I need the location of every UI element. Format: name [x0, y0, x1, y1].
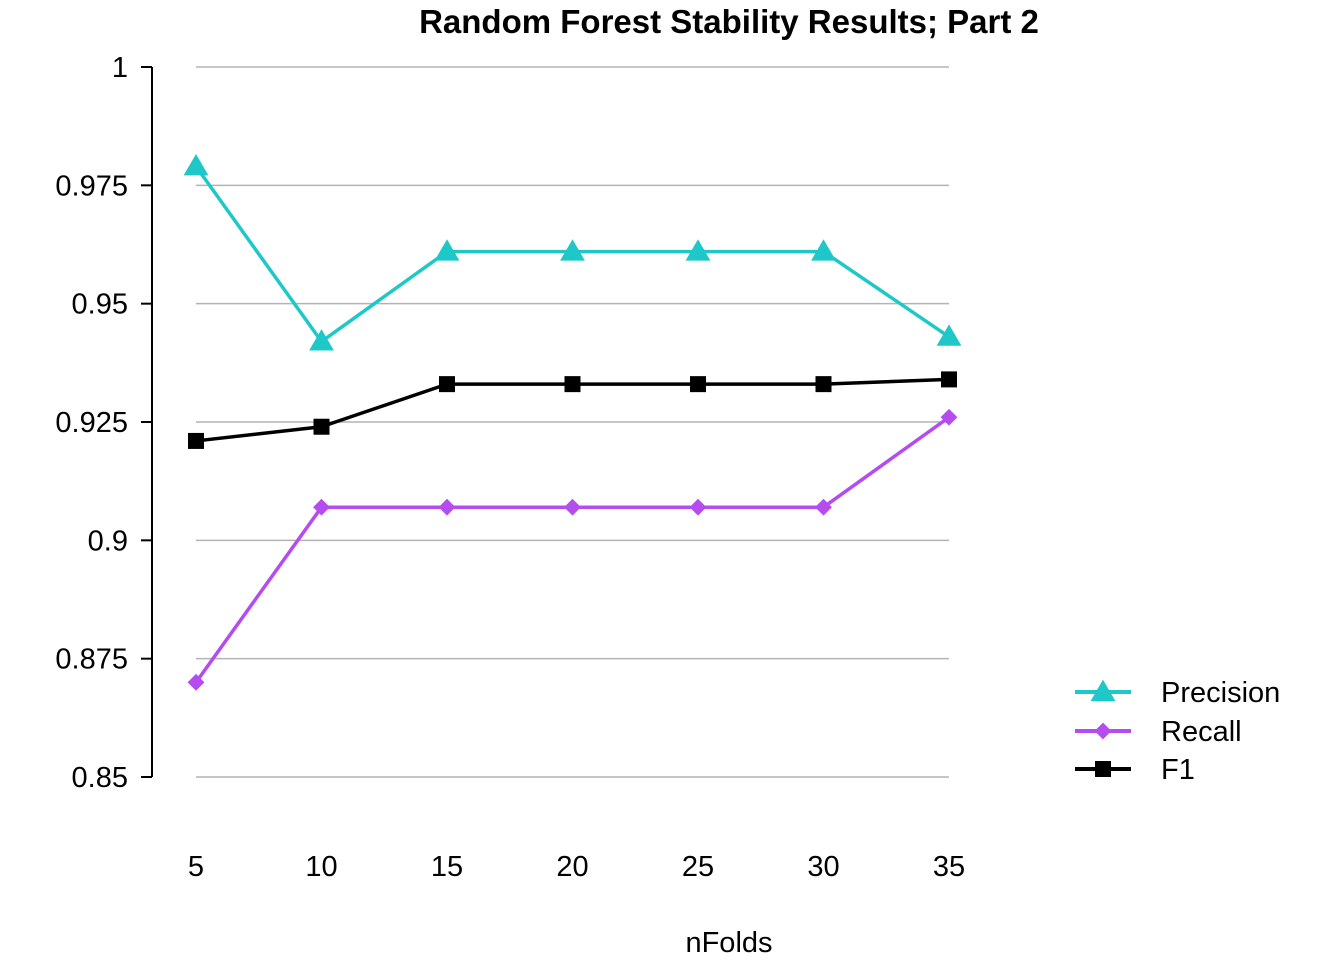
legend-marker-recall — [1094, 722, 1112, 740]
legend-label-precision: Precision — [1161, 677, 1280, 709]
y-tick-label: 0.975 — [55, 170, 128, 202]
series-f1 — [188, 371, 957, 449]
data-point-precision — [685, 239, 711, 261]
series-layer — [183, 154, 962, 691]
y-tick-label: 1 — [112, 52, 128, 84]
data-point-precision — [434, 239, 460, 261]
x-tick-label: 25 — [682, 851, 714, 883]
data-point-precision — [183, 154, 209, 176]
legend-item-f1: F1 — [1075, 754, 1195, 786]
data-point-recall — [689, 498, 707, 516]
y-tick-labels: 0.85 0.875 0.9 0.925 0.95 0.975 1 — [55, 52, 128, 794]
x-tick-label: 10 — [305, 851, 337, 883]
y-tick-label: 0.875 — [55, 644, 128, 676]
series-recall — [187, 408, 958, 691]
data-point-f1 — [564, 376, 581, 393]
legend-label-f1: F1 — [1161, 754, 1195, 786]
data-point-f1 — [188, 432, 204, 449]
x-tick-label: 5 — [188, 851, 204, 883]
legend-marker-f1 — [1095, 761, 1111, 777]
x-tick-label: 15 — [431, 851, 463, 883]
y-tick-label: 0.925 — [55, 407, 128, 439]
y-tick-label: 0.9 — [88, 525, 128, 557]
grid-lines — [196, 66, 949, 778]
chart-title: Random Forest Stability Results; Part 2 — [419, 3, 1039, 40]
legend-item-precision: Precision — [1075, 677, 1280, 709]
data-point-precision — [811, 239, 836, 261]
data-point-recall — [438, 498, 456, 516]
x-tick-label: 20 — [556, 851, 588, 883]
x-axis-title: nFolds — [685, 927, 772, 959]
data-point-precision — [309, 329, 334, 351]
series-precision — [183, 154, 962, 351]
data-point-recall — [940, 408, 958, 426]
series-line-recall — [194, 415, 951, 684]
x-tick-labels: 5 10 15 20 25 30 35 — [188, 851, 965, 883]
data-point-f1 — [815, 376, 832, 393]
data-point-precision — [936, 324, 962, 346]
data-point-f1 — [941, 371, 957, 388]
y-tick-label: 0.85 — [72, 762, 128, 794]
legend-item-recall: Recall — [1075, 716, 1242, 748]
y-tick-label: 0.95 — [72, 289, 128, 321]
legend-label-recall: Recall — [1161, 716, 1242, 748]
y-axis — [141, 66, 153, 778]
data-point-f1 — [690, 376, 706, 393]
x-tick-label: 30 — [807, 851, 839, 883]
x-tick-label: 35 — [933, 851, 965, 883]
data-point-precision — [560, 239, 585, 261]
data-point-recall — [313, 498, 330, 516]
data-point-f1 — [313, 418, 330, 435]
data-point-recall — [815, 498, 832, 516]
data-point-f1 — [439, 376, 455, 393]
data-point-recall — [564, 498, 581, 516]
data-point-recall — [187, 673, 205, 691]
legend: Precision Recall F1 — [1075, 677, 1280, 786]
legend-marker-precision — [1090, 679, 1116, 701]
